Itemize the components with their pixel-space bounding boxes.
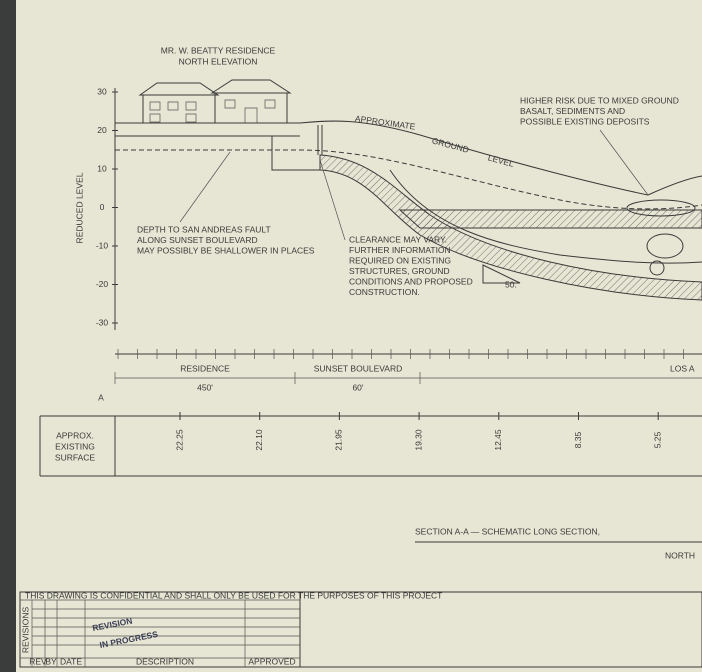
tunnel-line	[389, 169, 702, 264]
axis-tick-label: 20	[97, 125, 107, 135]
title-block	[19, 591, 702, 668]
surface-value: 22.25	[174, 429, 184, 451]
section-name: RESIDENCE	[180, 363, 230, 373]
house-subtitle: NORTH ELEVATION	[179, 56, 258, 66]
note-text: FURTHER INFORMATION	[349, 245, 451, 255]
surface-value: 8.35	[573, 431, 583, 448]
axis-tick-label: 0	[100, 202, 105, 212]
notice: THIS DRAWING IS CONFIDENTIAL AND SHALL O…	[25, 590, 442, 600]
note-text: CLEARANCE MAY VARY.	[349, 234, 447, 244]
house-title: MR. W. BEATTY RESIDENCE	[161, 45, 276, 55]
slope-label: 50.	[505, 279, 517, 289]
note-text: REQUIRED ON EXISTING	[349, 255, 451, 265]
note-text: DEPTH TO SAN ANDREAS FAULT	[137, 224, 271, 234]
axis-ticks: 30 20 10 0 -10 -20 -30	[96, 86, 118, 327]
drawing-subtitle: NORTH	[665, 550, 695, 560]
paper	[16, 0, 702, 672]
note-text: CONDITIONS AND PROPOSED	[349, 276, 473, 286]
house	[138, 79, 292, 124]
column-label: BY	[45, 656, 57, 666]
axis-tick-label: -30	[96, 317, 109, 327]
surface-label: APPROX.	[56, 430, 94, 440]
leader-lines	[179, 129, 649, 241]
note-text: HIGHER RISK DUE TO MIXED GROUND	[520, 95, 679, 105]
note-text: MAY POSSIBLY BE SHALLOWER IN PLACES	[137, 245, 315, 255]
note-text: BASALT, SEDIMENTS AND	[520, 106, 625, 116]
shaft	[271, 136, 320, 171]
drawing-title: SECTION A-A — SCHEMATIC LONG SECTION,	[415, 526, 600, 536]
section-length: 450'	[197, 382, 213, 392]
axis-tick-label: -20	[96, 279, 109, 289]
risk-zone	[626, 199, 696, 217]
axis-tick-label: 30	[97, 86, 107, 96]
surface-value: 21.95	[334, 429, 344, 451]
risk-zone	[649, 260, 665, 276]
note-text: CONSTRUCTION.	[349, 287, 420, 297]
note-text: ALONG SUNSET BOULEVARD	[137, 235, 258, 245]
slope-triangle	[482, 264, 521, 284]
ground-line	[115, 120, 702, 196]
revisions-label: REVISIONS	[20, 607, 30, 654]
tunnel-band-2	[398, 209, 702, 229]
surface-value: 19.30	[413, 429, 423, 451]
surface-label: EXISTING	[55, 441, 95, 451]
surface-value: 5.25	[652, 431, 662, 448]
column-label: DESCRIPTION	[136, 656, 194, 666]
surface-value: 22.10	[254, 429, 264, 451]
section-length: 60'	[352, 382, 363, 392]
section-name: LOS A	[670, 363, 695, 373]
fault-line	[115, 149, 702, 210]
section-name: SUNSET BOULEVARD	[314, 363, 403, 373]
surface-label: SURFACE	[55, 452, 95, 462]
pipe	[317, 125, 323, 155]
section-mark: A	[98, 392, 104, 402]
risk-zone	[646, 233, 684, 259]
note-text: POSSIBLE EXISTING DEPOSITS	[520, 116, 650, 126]
surface-value: 12.45	[493, 429, 503, 451]
column-label: REV	[29, 656, 47, 666]
axis-tick-label: -10	[96, 240, 109, 250]
column-label: DATE	[60, 656, 82, 666]
scale-ticks	[117, 349, 684, 359]
note-text: STRUCTURES, GROUND	[349, 266, 450, 276]
surface-values: 22.25 22.10 21.95 19.30 12.45 8.35 5.25	[174, 412, 662, 451]
dimension-ticks	[114, 372, 421, 384]
axis-label: REDUCED LEVEL	[74, 172, 84, 243]
column-label: APPROVED	[248, 656, 295, 666]
axis-tick-label: 10	[97, 163, 107, 173]
surface-table	[39, 415, 702, 477]
